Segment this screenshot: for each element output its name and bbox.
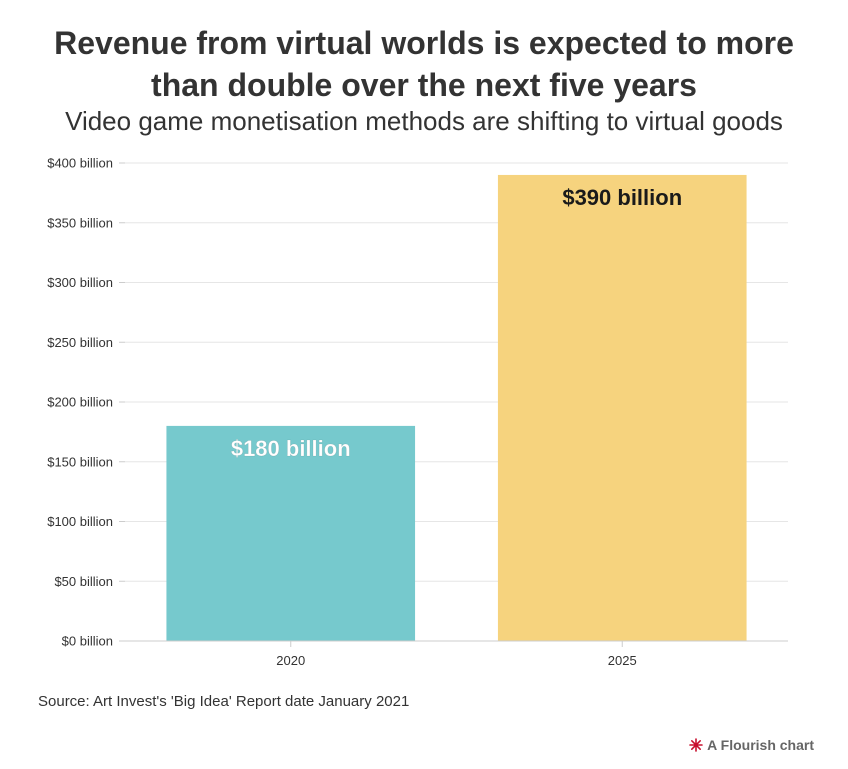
chart-title: Revenue from virtual worlds is expected … bbox=[0, 22, 848, 106]
y-tick-label: $200 billion bbox=[47, 395, 113, 410]
y-tick-label: $50 billion bbox=[54, 574, 113, 589]
y-tick-label: $300 billion bbox=[47, 275, 113, 290]
data-label-2025: $390 billion bbox=[562, 185, 682, 210]
y-axis-ticks: $0 billion $50 billion $100 billion $150 bi… bbox=[47, 156, 125, 649]
bar-2020[interactable] bbox=[166, 425, 416, 641]
y-tick-label: $400 billion bbox=[47, 156, 113, 171]
y-tick-label: $150 billion bbox=[47, 454, 113, 469]
credit-text: A Flourish chart bbox=[707, 737, 814, 753]
x-axis-ticks: 2020 2025 bbox=[276, 641, 637, 668]
x-tick-label: 2025 bbox=[608, 653, 637, 668]
bars: $180 billion $390 billion bbox=[166, 174, 747, 641]
flourish-credit-link[interactable]: A Flourish chart bbox=[689, 737, 814, 753]
title-line-2: than double over the next five years bbox=[151, 67, 697, 103]
bar-chart: $0 billion $50 billion $100 billion $150 bi… bbox=[47, 156, 788, 668]
chart-subtitle: Video game monetisation methods are shif… bbox=[65, 106, 783, 136]
y-tick-label: $100 billion bbox=[47, 514, 113, 529]
bar-2025[interactable] bbox=[497, 174, 747, 641]
x-tick-label: 2020 bbox=[276, 653, 305, 668]
flourish-logo-icon bbox=[689, 738, 703, 752]
y-tick-label: $350 billion bbox=[47, 215, 113, 230]
y-tick-label: $250 billion bbox=[47, 335, 113, 350]
data-label-2020: $180 billion bbox=[231, 436, 351, 461]
source-note: Source: Art Invest's 'Big Idea' Report d… bbox=[38, 693, 410, 710]
y-tick-label: $0 billion bbox=[62, 634, 113, 649]
title-line-1: Revenue from virtual worlds is expected … bbox=[54, 25, 794, 61]
